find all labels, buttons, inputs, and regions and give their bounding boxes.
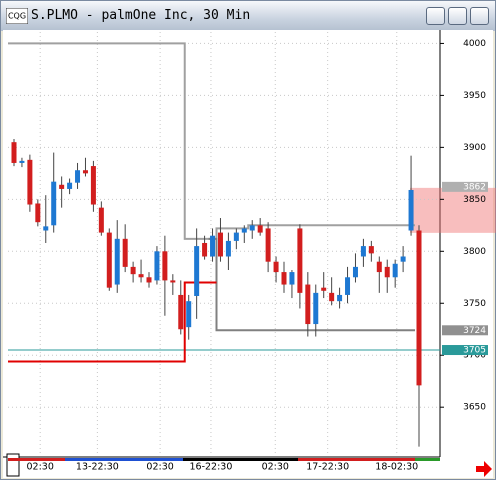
candle-body [59, 184, 65, 189]
candle-body [249, 225, 255, 231]
candle-body [233, 232, 239, 241]
highlight-zone [410, 187, 496, 233]
price-label-box [442, 325, 488, 336]
candle-body [321, 287, 327, 291]
candle-body [400, 256, 406, 262]
y-tick-label: 3800 [463, 247, 486, 257]
app-icon: CQG [6, 8, 28, 24]
candle-body [138, 274, 144, 278]
candle-body [27, 159, 33, 205]
candle-body [19, 160, 25, 163]
x-tick-label: 13-22:30 [76, 462, 119, 473]
price-label: 3705 [463, 346, 486, 356]
price-label: 3724 [463, 326, 486, 336]
session-strip [8, 458, 65, 461]
scroll-box[interactable] [6, 453, 20, 477]
candle-body [162, 251, 168, 281]
candle-body [35, 203, 41, 223]
candle-body [313, 292, 319, 325]
candle-body [170, 280, 176, 283]
candle-body [51, 181, 57, 226]
candle-body [43, 226, 49, 231]
chart: 4000 3950 3900 3850 3800 3750 3700 3650 02:30 13-… [3, 30, 496, 478]
candle-body [122, 238, 128, 267]
close-button[interactable] [470, 7, 489, 25]
candle-body [114, 238, 120, 285]
y-tick-label: 3950 [463, 91, 486, 101]
candle-body [146, 277, 152, 283]
session-strip [183, 458, 298, 461]
candle-body [11, 142, 17, 163]
candle-body [368, 246, 374, 254]
candle-body [257, 225, 263, 233]
x-tick-label: 02:30 [27, 462, 54, 473]
candle-body [345, 277, 351, 295]
candle-body [281, 272, 287, 285]
candle-body [289, 272, 295, 285]
candle-body [416, 230, 422, 386]
session-strip [65, 458, 183, 461]
candle-body [75, 170, 81, 183]
y-tick-label: 3700 [463, 351, 486, 361]
candle-body [194, 246, 200, 296]
x-tick-label: 18-02:30 [375, 462, 418, 473]
candle-body [408, 189, 414, 231]
title-bar: CQG S.PLMO - palmOne Inc, 30 Min [1, 1, 495, 31]
candle-body [90, 166, 96, 205]
candle-body [67, 182, 73, 189]
candle-body [241, 228, 247, 233]
maximize-button[interactable] [448, 7, 467, 25]
x-tick-label: 17-22:30 [306, 462, 349, 473]
candle-body [130, 266, 136, 275]
candle-body [82, 170, 88, 174]
candle-body [337, 294, 343, 302]
candle-body [178, 294, 184, 330]
candle-body [106, 232, 112, 288]
session-strip [298, 458, 415, 461]
minimize-button[interactable] [426, 7, 445, 25]
x-tick-label: 16-22:30 [189, 462, 232, 473]
price-label-box [442, 345, 488, 356]
window-title: S.PLMO - palmOne Inc, 30 Min [31, 8, 251, 23]
candle-body [265, 228, 271, 262]
candle-body [217, 232, 223, 257]
candle-body [297, 228, 303, 293]
candle-body [352, 266, 358, 278]
x-tick-label: 02:30 [146, 462, 173, 473]
y-tick-label: 3650 [463, 403, 486, 413]
price-label: 3862 [463, 182, 486, 192]
candle-body [210, 235, 216, 257]
chart-background [3, 30, 493, 478]
candle-body [273, 261, 279, 273]
candle-body [202, 242, 208, 257]
candle-body [98, 207, 104, 233]
candle-body [329, 292, 335, 302]
candle-body [186, 301, 192, 328]
candle-body [360, 246, 366, 257]
candle-body [225, 240, 231, 257]
y-tick-label: 3850 [463, 195, 486, 205]
svg-text:CQG: CQG [8, 12, 26, 21]
candle-body [154, 251, 160, 281]
session-strip [415, 458, 440, 461]
y-tick-label: 3750 [463, 299, 486, 309]
y-tick-label: 3900 [463, 143, 486, 153]
candle-body [305, 284, 311, 325]
candle-body [384, 266, 390, 278]
candle-body [376, 261, 382, 273]
overlay-line [8, 281, 217, 363]
price-label-box [442, 181, 488, 192]
candle-body [392, 263, 398, 278]
y-tick-label: 4000 [463, 39, 486, 49]
scroll-arrow[interactable] [476, 461, 492, 477]
x-tick-label: 02:30 [262, 462, 289, 473]
